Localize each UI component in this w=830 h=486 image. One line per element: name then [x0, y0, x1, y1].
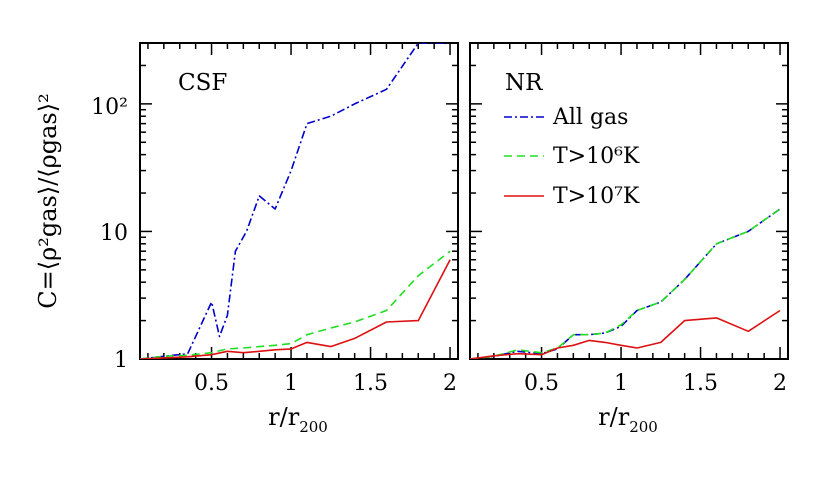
panel-csf-frame [139, 42, 459, 360]
x-tick-label: 1.5 [353, 371, 388, 396]
nr-series-t-10-k [470, 309, 781, 359]
x-tick-label: 1 [614, 371, 628, 396]
x-tick-label: 2 [443, 371, 457, 396]
panel-nr-series [470, 208, 781, 359]
nr-series-all-gas [470, 208, 781, 359]
x-tick-label: 1 [284, 371, 298, 396]
panel-csf-label: CSF [178, 70, 227, 96]
panel-nr-ticks [470, 42, 788, 360]
x-tick-label: 0.5 [524, 371, 559, 396]
x-axis-label-left-sub: 200 [299, 418, 328, 436]
x-tick-label: 1.5 [683, 371, 718, 396]
x-axis-label-left: r/r200 [268, 403, 328, 436]
panel-nr-label: NR [505, 70, 543, 96]
x-axis-label-right-main: r/r [598, 403, 630, 431]
y-tick-label-100: 10² [91, 95, 128, 120]
panel-nr-frame [469, 42, 789, 360]
x-axis-label-left-main: r/r [268, 403, 300, 431]
x-axis-label-right: r/r200 [598, 403, 658, 436]
x-axis-label-right-sub: 200 [629, 418, 658, 436]
legend: All gas T>10⁶K T>10⁷K [504, 105, 640, 209]
legend-label-t-1e6: T>10⁶K [553, 144, 640, 169]
csf-series-t-10-k [140, 259, 451, 359]
y-tick-labels: 1 10 10² [91, 95, 128, 373]
y-tick-label-1: 1 [114, 348, 128, 373]
nr-series-t-10-k [470, 208, 781, 359]
x-tick-label: 2 [773, 371, 787, 396]
legend-label-t-1e7: T>10⁷K [553, 184, 640, 209]
y-axis-label: C=⟨ρ²gas⟩/⟨ρgas⟩² [34, 93, 62, 308]
panel-csf-series [140, 43, 451, 359]
csf-series-t-10-k [140, 250, 451, 359]
y-tick-label-10: 10 [100, 221, 128, 246]
legend-label-all-gas: All gas [552, 105, 628, 130]
x-tick-labels: 0.5 1 1.5 2 0.5 1 1.5 2 [194, 371, 787, 396]
csf-series-all-gas [140, 43, 451, 359]
x-tick-label: 0.5 [194, 371, 229, 396]
